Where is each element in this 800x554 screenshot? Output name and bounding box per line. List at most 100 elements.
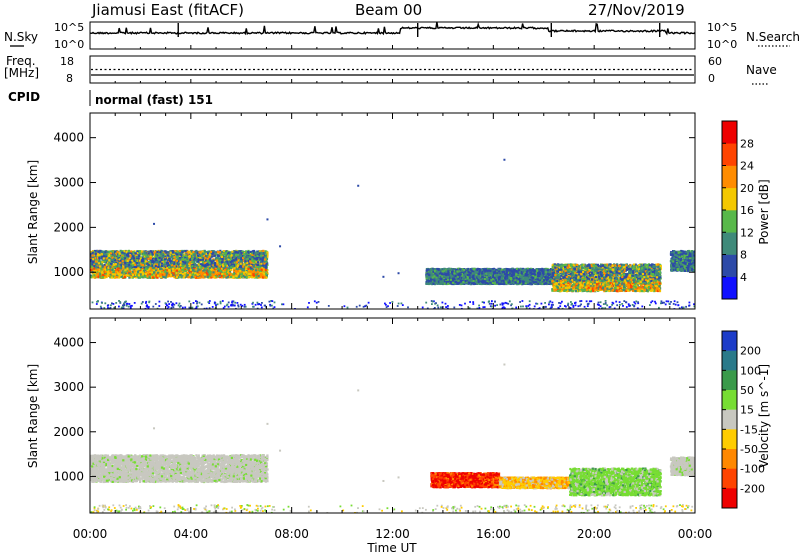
range-cell (248, 262, 251, 265)
range-cell (248, 274, 251, 277)
range-cell (230, 269, 233, 272)
range-cell (196, 270, 199, 273)
range-cell (181, 270, 184, 273)
range-cell (251, 258, 254, 261)
noise-left-tick-bottom: 10^0 (54, 38, 84, 51)
range-cell (222, 267, 225, 270)
range-cell (259, 257, 262, 260)
range-cell (118, 257, 121, 260)
range-cell (175, 269, 179, 272)
range-cell (155, 261, 158, 264)
range-cell (163, 260, 166, 263)
range-cell (199, 256, 202, 259)
range-cell (158, 254, 161, 257)
range-cell (162, 263, 165, 266)
range-cell (168, 271, 171, 274)
range-cell (159, 251, 162, 254)
range-cell (145, 273, 148, 276)
range-cell (266, 251, 269, 254)
range-cell (171, 267, 174, 270)
range-cell (111, 265, 114, 268)
range-cell (215, 259, 218, 262)
range-cell (146, 275, 149, 278)
range-cell (243, 271, 246, 274)
range-cell (225, 274, 228, 277)
range-cell (232, 251, 235, 254)
range-cell (159, 265, 162, 268)
range-cell (221, 263, 225, 266)
range-cell (166, 268, 169, 271)
range-cell (163, 257, 166, 260)
range-cell (139, 264, 142, 267)
range-cell (101, 272, 104, 275)
range-cell (205, 261, 208, 264)
range-cell (95, 254, 98, 257)
range-cell (97, 250, 100, 253)
range-cell (174, 262, 177, 265)
range-cell (243, 253, 246, 256)
range-cell (190, 266, 193, 269)
range-cell (111, 256, 114, 259)
range-cell (192, 263, 195, 266)
range-cell (158, 270, 161, 273)
range-cell (136, 270, 140, 273)
range-cell (216, 265, 219, 268)
range-cell (164, 265, 167, 269)
range-cell (144, 271, 147, 274)
range-cell (199, 251, 202, 254)
range-cell (108, 264, 111, 267)
range-cell (245, 266, 248, 269)
range-cell (102, 255, 105, 258)
range-cell (156, 274, 159, 277)
range-cell (249, 267, 252, 270)
range-cell (220, 266, 223, 269)
range-cell (230, 263, 233, 266)
range-cell (102, 273, 105, 276)
range-cell (151, 264, 154, 268)
range-cell (153, 254, 156, 257)
cpid-label: CPID (8, 90, 40, 104)
range-cell (110, 253, 113, 256)
range-cell (139, 271, 142, 274)
range-cell (244, 250, 248, 253)
range-cell (189, 258, 192, 261)
range-cell (244, 257, 247, 260)
range-cell (234, 261, 237, 264)
range-cell (248, 253, 251, 256)
range-cell (205, 252, 208, 255)
range-cell (139, 267, 142, 270)
range-cell (194, 264, 197, 267)
range-cell (170, 262, 173, 265)
range-cell (170, 263, 174, 266)
range-cell (240, 266, 243, 269)
range-cell (247, 266, 250, 269)
range-cell (192, 250, 195, 254)
range-cell (140, 268, 143, 271)
range-cell (183, 272, 186, 275)
range-cell (218, 263, 222, 266)
range-cell (92, 256, 95, 259)
range-cell (230, 275, 233, 278)
range-cell (212, 261, 215, 264)
range-cell (196, 271, 199, 274)
range-cell (255, 251, 258, 254)
range-cell (204, 259, 208, 262)
range-cell (247, 262, 250, 265)
range-cell (254, 264, 257, 267)
range-cell (129, 261, 132, 264)
range-cell (121, 250, 124, 253)
range-cell (97, 266, 100, 269)
range-cell (203, 257, 206, 260)
range-cell (253, 275, 256, 278)
range-cell (213, 267, 216, 271)
range-cell (184, 258, 187, 261)
range-cell (167, 273, 170, 276)
range-cell (201, 258, 205, 261)
range-cell (168, 264, 171, 267)
range-cell (165, 251, 168, 254)
range-cell (90, 253, 93, 256)
range-cell (124, 272, 127, 275)
range-cell (153, 273, 156, 276)
range-cell (144, 267, 148, 270)
range-cell (126, 267, 129, 270)
